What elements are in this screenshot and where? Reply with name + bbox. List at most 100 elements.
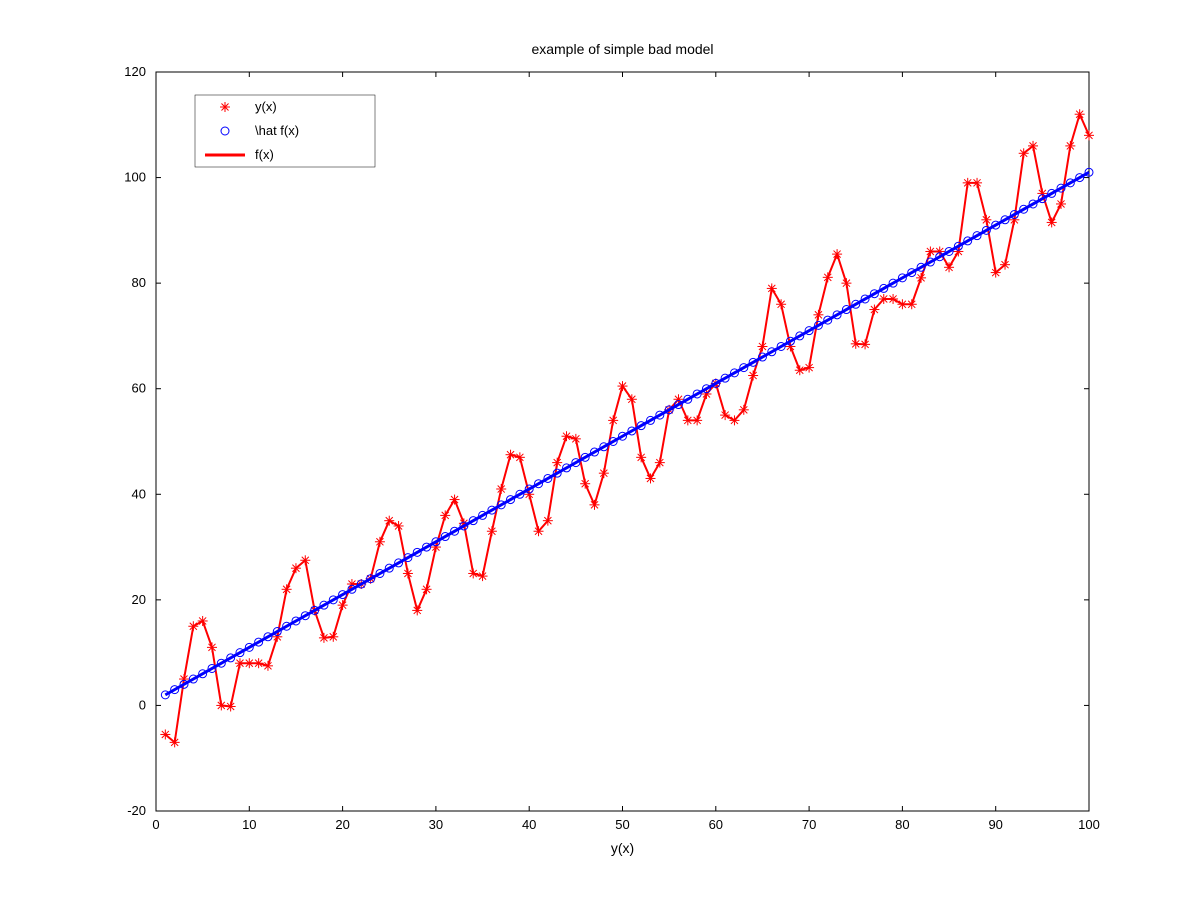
- asterisk-marker: [645, 473, 655, 483]
- asterisk-marker: [543, 516, 553, 526]
- series-yx-line: [165, 114, 1089, 742]
- x-tick-label: 40: [522, 817, 536, 832]
- asterisk-marker: [487, 526, 497, 536]
- x-tick-label: 90: [988, 817, 1002, 832]
- asterisk-marker: [590, 500, 600, 510]
- asterisk-marker: [319, 633, 329, 643]
- asterisk-marker: [282, 584, 292, 594]
- asterisk-marker: [291, 563, 301, 573]
- asterisk-marker: [897, 299, 907, 309]
- asterisk-marker: [888, 294, 898, 304]
- asterisk-marker: [981, 215, 991, 225]
- x-tick-label: 20: [335, 817, 349, 832]
- asterisk-marker: [832, 249, 842, 259]
- asterisk-marker: [216, 700, 226, 710]
- asterisk-marker: [916, 273, 926, 283]
- asterisk-marker: [244, 658, 254, 668]
- asterisk-marker: [188, 621, 198, 631]
- asterisk-marker: [478, 571, 488, 581]
- asterisk-marker: [1056, 199, 1066, 209]
- chart-title: example of simple bad model: [531, 41, 713, 57]
- asterisk-marker: [580, 479, 590, 489]
- asterisk-marker: [748, 371, 758, 381]
- asterisk-marker: [220, 102, 230, 112]
- asterisk-marker: [757, 341, 767, 351]
- x-tick-label: 0: [152, 817, 159, 832]
- chart-container: 0102030405060708090100-20020406080100120…: [0, 0, 1201, 901]
- asterisk-marker: [655, 458, 665, 468]
- asterisk-marker: [235, 658, 245, 668]
- asterisk-marker: [627, 394, 637, 404]
- asterisk-marker: [1075, 109, 1085, 119]
- y-tick-label: 120: [124, 64, 146, 79]
- asterisk-marker: [841, 278, 851, 288]
- asterisk-marker: [739, 405, 749, 415]
- asterisk-marker: [1065, 141, 1075, 151]
- asterisk-marker: [300, 555, 310, 565]
- asterisk-marker: [506, 450, 516, 460]
- asterisk-marker: [683, 415, 693, 425]
- asterisk-marker: [412, 605, 422, 615]
- asterisk-marker: [515, 452, 525, 462]
- asterisk-marker: [207, 642, 217, 652]
- y-tick-label: 40: [132, 486, 146, 501]
- asterisk-marker: [599, 468, 609, 478]
- asterisk-marker: [618, 381, 628, 391]
- asterisk-marker: [328, 632, 338, 642]
- asterisk-marker: [384, 516, 394, 526]
- asterisk-marker: [450, 495, 460, 505]
- asterisk-marker: [534, 526, 544, 536]
- asterisk-marker: [972, 178, 982, 188]
- asterisk-marker: [571, 434, 581, 444]
- legend-label-hatf: \hat f(x): [255, 123, 299, 138]
- asterisk-marker: [422, 584, 432, 594]
- chart-svg: 0102030405060708090100-20020406080100120…: [0, 0, 1201, 901]
- asterisk-marker: [823, 272, 833, 282]
- series-fx-line: [165, 172, 1089, 695]
- asterisk-marker: [394, 521, 404, 531]
- asterisk-marker: [562, 431, 572, 441]
- asterisk-marker: [692, 415, 702, 425]
- asterisk-marker: [1028, 141, 1038, 151]
- asterisk-marker: [944, 262, 954, 272]
- asterisk-marker: [1000, 260, 1010, 270]
- asterisk-marker: [375, 537, 385, 547]
- asterisk-marker: [907, 299, 917, 309]
- y-tick-label: 80: [132, 275, 146, 290]
- x-tick-label: 60: [709, 817, 723, 832]
- y-tick-label: 20: [132, 592, 146, 607]
- asterisk-marker: [338, 600, 348, 610]
- asterisk-marker: [963, 178, 973, 188]
- asterisk-marker: [198, 616, 208, 626]
- legend-label-yx: y(x): [255, 99, 277, 114]
- asterisk-marker: [776, 299, 786, 309]
- asterisk-marker: [1084, 130, 1094, 140]
- x-tick-label: 70: [802, 817, 816, 832]
- plot-area: [156, 72, 1089, 811]
- x-tick-label: 50: [615, 817, 629, 832]
- asterisk-marker: [720, 410, 730, 420]
- legend-label-fx: f(x): [255, 147, 274, 162]
- asterisk-marker: [851, 339, 861, 349]
- asterisk-marker: [1019, 148, 1029, 158]
- asterisk-marker: [636, 452, 646, 462]
- asterisk-marker: [925, 246, 935, 256]
- asterisk-marker: [403, 568, 413, 578]
- asterisk-marker: [440, 510, 450, 520]
- asterisk-marker: [879, 294, 889, 304]
- asterisk-marker: [552, 458, 562, 468]
- y-tick-label: 60: [132, 381, 146, 396]
- y-tick-label: 100: [124, 170, 146, 185]
- x-tick-label: 10: [242, 817, 256, 832]
- asterisk-marker: [869, 305, 879, 315]
- asterisk-marker: [496, 484, 506, 494]
- x-axis-label: y(x): [611, 840, 634, 856]
- asterisk-marker: [729, 415, 739, 425]
- asterisk-marker: [160, 729, 170, 739]
- asterisk-marker: [263, 661, 273, 671]
- asterisk-marker: [1047, 217, 1057, 227]
- asterisk-marker: [226, 701, 236, 711]
- asterisk-marker: [254, 658, 264, 668]
- asterisk-marker: [813, 310, 823, 320]
- asterisk-marker: [767, 283, 777, 293]
